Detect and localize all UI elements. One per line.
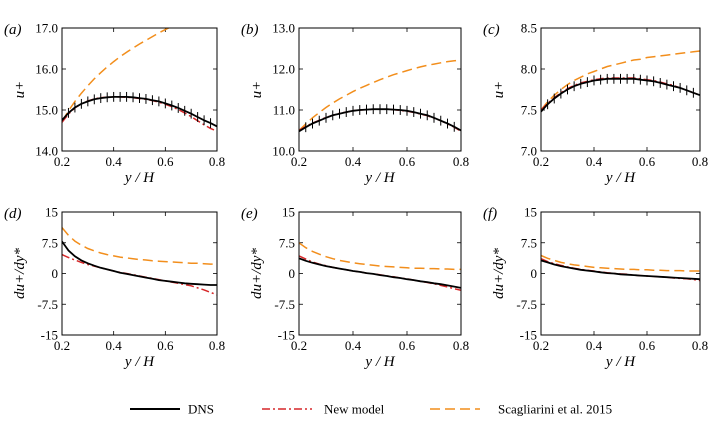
panel-e: 0.2 0.4 0.6 0.8 -15 -7.5 0 7.5 15 (e) y / H du+/dy*: [241, 205, 469, 371]
series-line-dns: [541, 259, 700, 281]
panel-d: 0.2 0.4 0.6 0.8 -15 -7.5 0 7.5 15 (d) y / H du+/dy*: [4, 205, 225, 371]
legend-label-dns: DNS: [188, 402, 214, 417]
y-tick-label: 7.5: [42, 235, 58, 250]
panel-label: (c): [483, 22, 500, 38]
x-axis-label: y / H: [363, 354, 395, 370]
series-line-scagliarini-et-al-2015: [299, 242, 461, 271]
y-tick-label: -7.5: [274, 297, 295, 312]
plot-frame: [61, 27, 218, 152]
x-tick-label: 0.4: [586, 154, 603, 169]
panel-c: 0.2 0.4 0.6 0.8 7.0 7.5 8.0 8.5 (c) y / H u+: [483, 21, 708, 187]
plot-frame: [540, 211, 701, 336]
y-tick-label: 0: [289, 266, 296, 281]
y-axis-label: du+/dy*: [249, 248, 265, 299]
x-tick-label: 0.2: [54, 154, 70, 169]
series-line-new-model: [62, 253, 217, 296]
series-line-dns: [299, 257, 461, 289]
panel-a: 0.2 0.4 0.6 0.8 14.0 15.0 16.0 17.0 (a) y / H u+: [4, 21, 225, 187]
x-axis-label: y / H: [604, 354, 636, 370]
x-tick-label: 0.6: [157, 338, 174, 353]
x-tick-label: 0.8: [692, 338, 708, 353]
x-tick-label: 0.8: [692, 154, 708, 169]
y-tick-label: 13.0: [272, 21, 295, 36]
y-tick-label: 15: [282, 205, 295, 220]
x-tick-label: 0.2: [291, 154, 307, 169]
plot-frame: [540, 27, 701, 152]
y-tick-label: -7.5: [37, 297, 58, 312]
series-line-scagliarini-et-al-2015: [541, 254, 700, 272]
panel-label: (d): [4, 206, 22, 222]
series-line-scagliarini-et-al-2015: [62, 227, 217, 265]
x-tick-label: 0.2: [533, 154, 549, 169]
x-tick-label: 0.4: [586, 338, 603, 353]
y-axis-label: u+: [12, 81, 28, 99]
x-axis-label: y / H: [363, 170, 395, 186]
x-tick-label: 0.4: [345, 338, 362, 353]
y-tick-label: 0: [52, 266, 59, 281]
y-tick-label: 17.0: [35, 21, 58, 36]
x-axis-label: y / H: [123, 354, 155, 370]
plot-frame: [61, 211, 218, 336]
panel-label: (b): [241, 22, 259, 38]
x-axis-label: y / H: [123, 170, 155, 186]
legend-label-new-model: New model: [324, 402, 385, 417]
y-tick-label: 7.5: [279, 235, 295, 250]
x-tick-label: 0.2: [54, 338, 70, 353]
plot-frame: [298, 27, 462, 152]
legend-label-scagliarini: Scagliarini et al. 2015: [498, 402, 612, 417]
y-axis-label: du+/dy*: [491, 248, 507, 299]
x-tick-label: 0.6: [157, 154, 174, 169]
x-tick-label: 0.8: [209, 154, 225, 169]
y-tick-label: 15: [524, 205, 537, 220]
x-tick-label: 0.6: [399, 338, 416, 353]
x-tick-label: 0.6: [399, 154, 416, 169]
panel-label: (a): [4, 22, 22, 38]
y-tick-label: -15: [41, 328, 58, 343]
y-tick-label: 15: [45, 205, 58, 220]
x-tick-label: 0.8: [453, 154, 469, 169]
panel-label: (e): [241, 206, 258, 222]
panel-f: 0.2 0.4 0.6 0.8 -15 -7.5 0 7.5 15 (f) y / H du+/dy*: [483, 205, 708, 371]
y-tick-label: -7.5: [516, 297, 537, 312]
y-tick-label: 12.0: [272, 62, 295, 77]
y-tick-label: 0: [531, 266, 538, 281]
y-tick-label: 15.0: [35, 103, 58, 118]
x-tick-label: 0.4: [345, 154, 362, 169]
x-tick-label: 0.4: [106, 154, 123, 169]
x-tick-label: 0.8: [453, 338, 469, 353]
y-tick-label: 10.0: [272, 144, 295, 159]
series-line-scagliarini-et-al-2015: [299, 59, 461, 132]
y-tick-label: 11.0: [273, 103, 295, 118]
y-tick-label: 7.5: [521, 103, 537, 118]
x-tick-label: 0.4: [106, 338, 123, 353]
y-axis-label: u+: [249, 81, 265, 99]
y-tick-label: 8.0: [521, 62, 537, 77]
y-tick-label: 8.5: [521, 21, 537, 36]
plot-frame: [298, 211, 462, 336]
y-tick-label: 7.0: [521, 144, 537, 159]
y-tick-label: 16.0: [35, 62, 58, 77]
series-line-dns: [62, 240, 217, 286]
panel-label: (f): [483, 206, 497, 222]
legend: DNS New model Scagliarini et al. 2015: [130, 402, 612, 417]
x-axis-label: y / H: [604, 170, 636, 186]
y-axis-label: u+: [491, 81, 507, 99]
y-tick-label: 7.5: [521, 235, 537, 250]
x-tick-label: 0.6: [639, 338, 656, 353]
x-tick-label: 0.6: [639, 154, 656, 169]
y-axis-label: du+/dy*: [12, 248, 28, 299]
series-line-new-model: [299, 255, 461, 292]
x-tick-label: 0.2: [533, 338, 549, 353]
y-tick-label: 14.0: [35, 144, 58, 159]
y-tick-label: -15: [278, 328, 295, 343]
y-tick-label: -15: [520, 328, 537, 343]
x-tick-label: 0.2: [291, 338, 307, 353]
series-line-scagliarini-et-al-2015: [62, 28, 171, 122]
x-tick-label: 0.8: [209, 338, 225, 353]
panel-b: 0.2 0.4 0.6 0.8 10.0 11.0 12.0 13.0 (b) y / H u+: [241, 21, 469, 187]
